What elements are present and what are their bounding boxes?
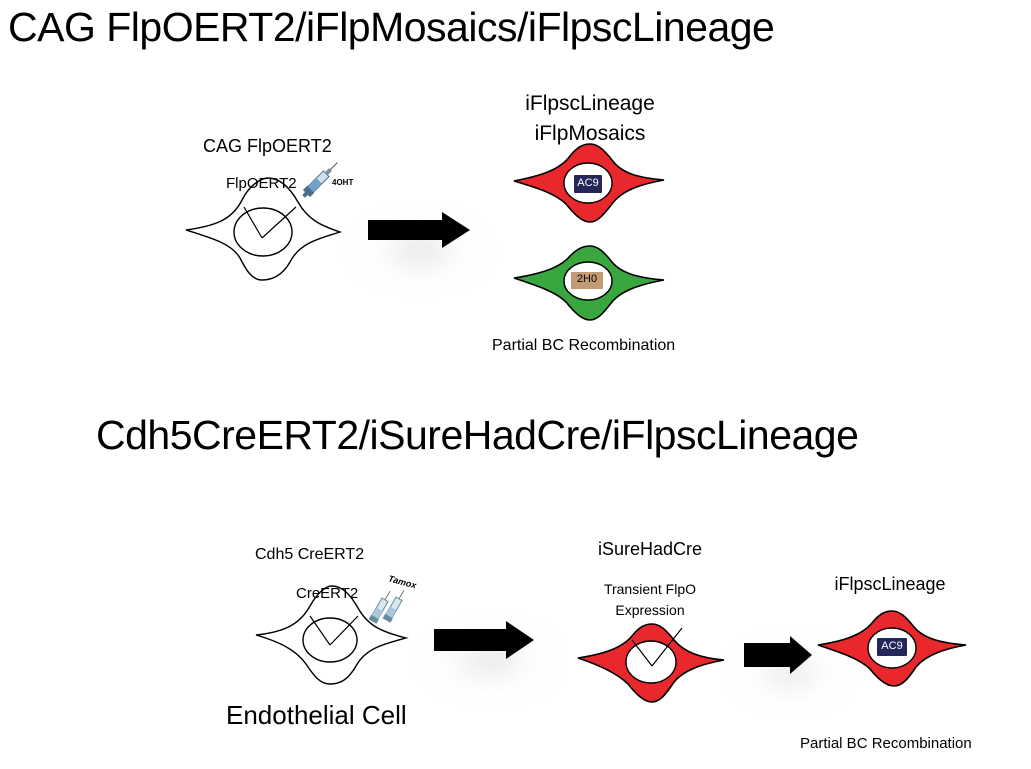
barcode-badge bbox=[571, 272, 603, 289]
syringe-icon bbox=[368, 590, 391, 624]
red-cell-1 bbox=[513, 143, 665, 223]
drug-label-1: 4OHT bbox=[332, 178, 354, 187]
barcode-text-red-1: AC9 bbox=[577, 177, 599, 189]
barcode-badge bbox=[877, 638, 907, 656]
middle-sub-label-1: Transient FlpO bbox=[603, 581, 697, 597]
footnote-1: Partial BC Recombination bbox=[492, 337, 676, 354]
footnote-2: Partial BC Recombination bbox=[800, 735, 972, 752]
target-label-2: iFlpMosaics bbox=[534, 122, 646, 145]
nucleus-label-1: FlpOERT2 bbox=[226, 175, 297, 192]
cell-type-label: Endothelial Cell bbox=[226, 700, 407, 730]
source-label-1: CAG FlpOERT2 bbox=[203, 136, 332, 156]
red-cell-middle bbox=[577, 623, 725, 703]
barcode-text-green: 2H0 bbox=[576, 273, 598, 285]
source-label-2: Cdh5 CreERT2 bbox=[255, 546, 365, 563]
target-label-1: iFlpscLineage bbox=[525, 92, 655, 115]
nucleus-1 bbox=[233, 207, 293, 257]
target-label-3: iFlpscLineage bbox=[834, 574, 946, 594]
arrow-icon bbox=[368, 212, 470, 248]
barcode-badge bbox=[574, 175, 602, 193]
arrow-icon bbox=[434, 621, 534, 659]
source-cell-2 bbox=[255, 585, 409, 685]
panel1-title: CAG FlpOERT2/iFlpMosaics/iFlpscLineage bbox=[8, 4, 775, 50]
syringe-icon bbox=[302, 162, 338, 198]
green-cell bbox=[513, 245, 665, 321]
syringe-icon bbox=[382, 589, 405, 623]
nucleus-label-2: CreERT2 bbox=[296, 585, 359, 602]
middle-sub-label-2: Expression bbox=[615, 602, 685, 618]
panel2-title: Cdh5CreERT2/iSureHadCre/iFlpscLineage bbox=[96, 412, 859, 458]
arrow-icon bbox=[744, 636, 812, 674]
red-cell-final bbox=[817, 610, 967, 687]
barcode-text-red-2: AC9 bbox=[881, 640, 903, 652]
middle-label: iSureHadCre bbox=[597, 539, 703, 559]
nucleus-2 bbox=[302, 617, 358, 663]
source-cell-1 bbox=[185, 177, 343, 281]
